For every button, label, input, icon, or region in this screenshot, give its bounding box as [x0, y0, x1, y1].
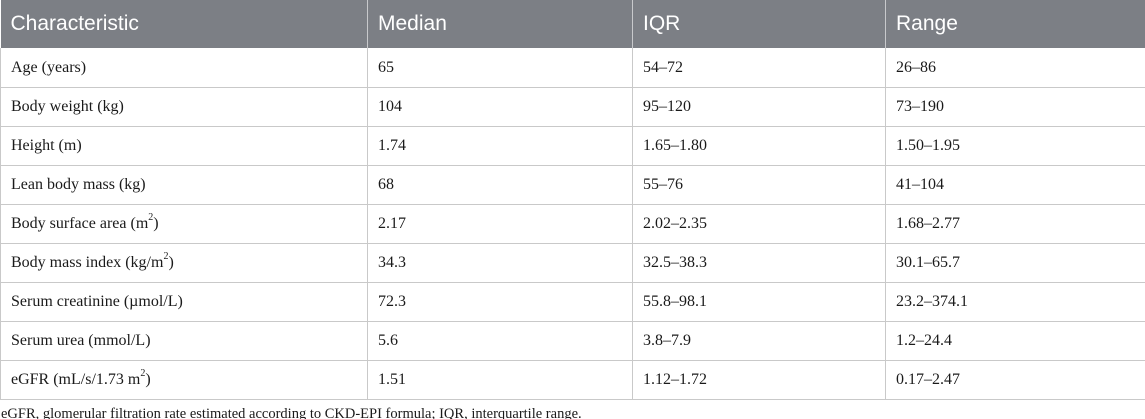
- cell-range: 73–190: [885, 87, 1145, 127]
- cell-median: 104: [367, 87, 633, 127]
- cell-median: 68: [367, 165, 633, 205]
- superscript: 2: [140, 367, 146, 379]
- characteristic-text: eGFR (mL/s/1.73 m: [11, 371, 141, 388]
- cell-characteristic: Height (m): [0, 126, 368, 166]
- cell-range: 23.2–374.1: [885, 282, 1145, 322]
- cell-characteristic: Body surface area (m2): [0, 204, 368, 244]
- cell-iqr: 54–72: [632, 48, 886, 88]
- cell-range: 1.50–1.95: [885, 126, 1145, 166]
- superscript: 2: [148, 211, 154, 223]
- table-row: Serum creatinine (µmol/L) 72.3 55.8–98.1…: [0, 282, 1145, 322]
- cell-iqr: 3.8–7.9: [632, 321, 886, 361]
- cell-range: 26–86: [885, 48, 1145, 88]
- cell-characteristic: Serum creatinine (µmol/L): [0, 282, 368, 322]
- characteristic-text-end: ): [168, 254, 174, 271]
- cell-range: 1.68–2.77: [885, 204, 1145, 244]
- table-header: Characteristic Median IQR Range: [0, 0, 1145, 48]
- cell-median: 5.6: [367, 321, 633, 361]
- header-range: Range: [885, 0, 1145, 48]
- cell-median: 1.74: [367, 126, 633, 166]
- table-row: Serum urea (mmol/L) 5.6 3.8–7.9 1.2–24.4: [0, 321, 1145, 361]
- cell-characteristic: Body weight (kg): [0, 87, 368, 127]
- cell-iqr: 32.5–38.3: [632, 243, 886, 283]
- cell-range: 30.1–65.7: [885, 243, 1145, 283]
- cell-characteristic: Body mass index (kg/m2): [0, 243, 368, 283]
- cell-characteristic: Serum urea (mmol/L): [0, 321, 368, 361]
- cell-iqr: 2.02–2.35: [632, 204, 886, 244]
- table-row: Lean body mass (kg) 68 55–76 41–104: [0, 165, 1145, 205]
- header-characteristic: Characteristic: [0, 0, 368, 48]
- cell-characteristic: Lean body mass (kg): [0, 165, 368, 205]
- cell-range: 0.17–2.47: [885, 360, 1145, 400]
- cell-iqr: 55.8–98.1: [632, 282, 886, 322]
- cell-range: 41–104: [885, 165, 1145, 205]
- cell-iqr: 1.65–1.80: [632, 126, 886, 166]
- cell-iqr: 1.12–1.72: [632, 360, 886, 400]
- header-median: Median: [367, 0, 633, 48]
- cell-median: 1.51: [367, 360, 633, 400]
- cell-iqr: 95–120: [632, 87, 886, 127]
- cell-iqr: 55–76: [632, 165, 886, 205]
- table-row: Height (m) 1.74 1.65–1.80 1.50–1.95: [0, 126, 1145, 166]
- table-body: Age (years) 65 54–72 26–86 Body weight (…: [0, 48, 1145, 400]
- table-row: Body surface area (m2) 2.17 2.02–2.35 1.…: [0, 204, 1145, 244]
- cell-median: 34.3: [367, 243, 633, 283]
- cell-characteristic: eGFR (mL/s/1.73 m2): [0, 360, 368, 400]
- cell-median: 65: [367, 48, 633, 88]
- characteristic-text-end: ): [145, 371, 151, 388]
- header-row: Characteristic Median IQR Range: [0, 0, 1145, 48]
- characteristics-table: Characteristic Median IQR Range Age (yea…: [0, 0, 1145, 400]
- cell-range: 1.2–24.4: [885, 321, 1145, 361]
- table-row: Age (years) 65 54–72 26–86: [0, 48, 1145, 88]
- characteristic-text: Body mass index (kg/m: [11, 254, 164, 271]
- superscript: 2: [163, 250, 169, 262]
- cell-median: 72.3: [367, 282, 633, 322]
- header-iqr: IQR: [632, 0, 886, 48]
- characteristic-text: Body surface area (m: [11, 215, 149, 232]
- table-row: Body mass index (kg/m2) 34.3 32.5–38.3 3…: [0, 243, 1145, 283]
- characteristic-text-end: ): [153, 215, 159, 232]
- table-footnote: eGFR, glomerular filtration rate estimat…: [1, 406, 582, 419]
- cell-median: 2.17: [367, 204, 633, 244]
- cell-characteristic: Age (years): [0, 48, 368, 88]
- table-row: eGFR (mL/s/1.73 m2) 1.51 1.12–1.72 0.17–…: [0, 360, 1145, 400]
- table-row: Body weight (kg) 104 95–120 73–190: [0, 87, 1145, 127]
